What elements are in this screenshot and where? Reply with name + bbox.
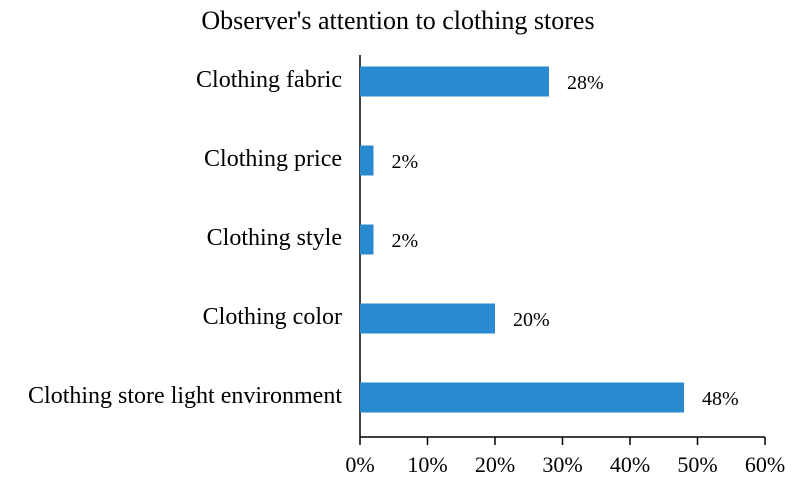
chart-title: Observer's attention to clothing stores (201, 6, 594, 35)
value-label: 48% (702, 388, 739, 410)
value-label: 2% (392, 151, 419, 173)
x-tick-label: 40% (610, 452, 650, 477)
x-tick-label: 0% (345, 452, 374, 477)
bar (360, 382, 684, 413)
bar (360, 145, 374, 176)
bar (360, 303, 495, 334)
y-tick-label: Clothing price (204, 146, 342, 172)
y-tick-label: Clothing store light environment (28, 383, 342, 409)
y-tick-label: Clothing fabric (196, 67, 342, 93)
value-label: 2% (392, 230, 419, 252)
value-label: 28% (567, 72, 604, 94)
x-tick-label: 60% (745, 452, 785, 477)
x-tick-label: 50% (677, 452, 717, 477)
y-tick-label: Clothing color (203, 304, 342, 330)
bar (360, 66, 549, 97)
bar (360, 224, 374, 255)
x-tick-label: 10% (407, 452, 447, 477)
x-tick-label: 20% (475, 452, 515, 477)
y-tick-label: Clothing style (207, 225, 342, 251)
x-tick-label: 30% (542, 452, 582, 477)
value-label: 20% (513, 309, 550, 331)
